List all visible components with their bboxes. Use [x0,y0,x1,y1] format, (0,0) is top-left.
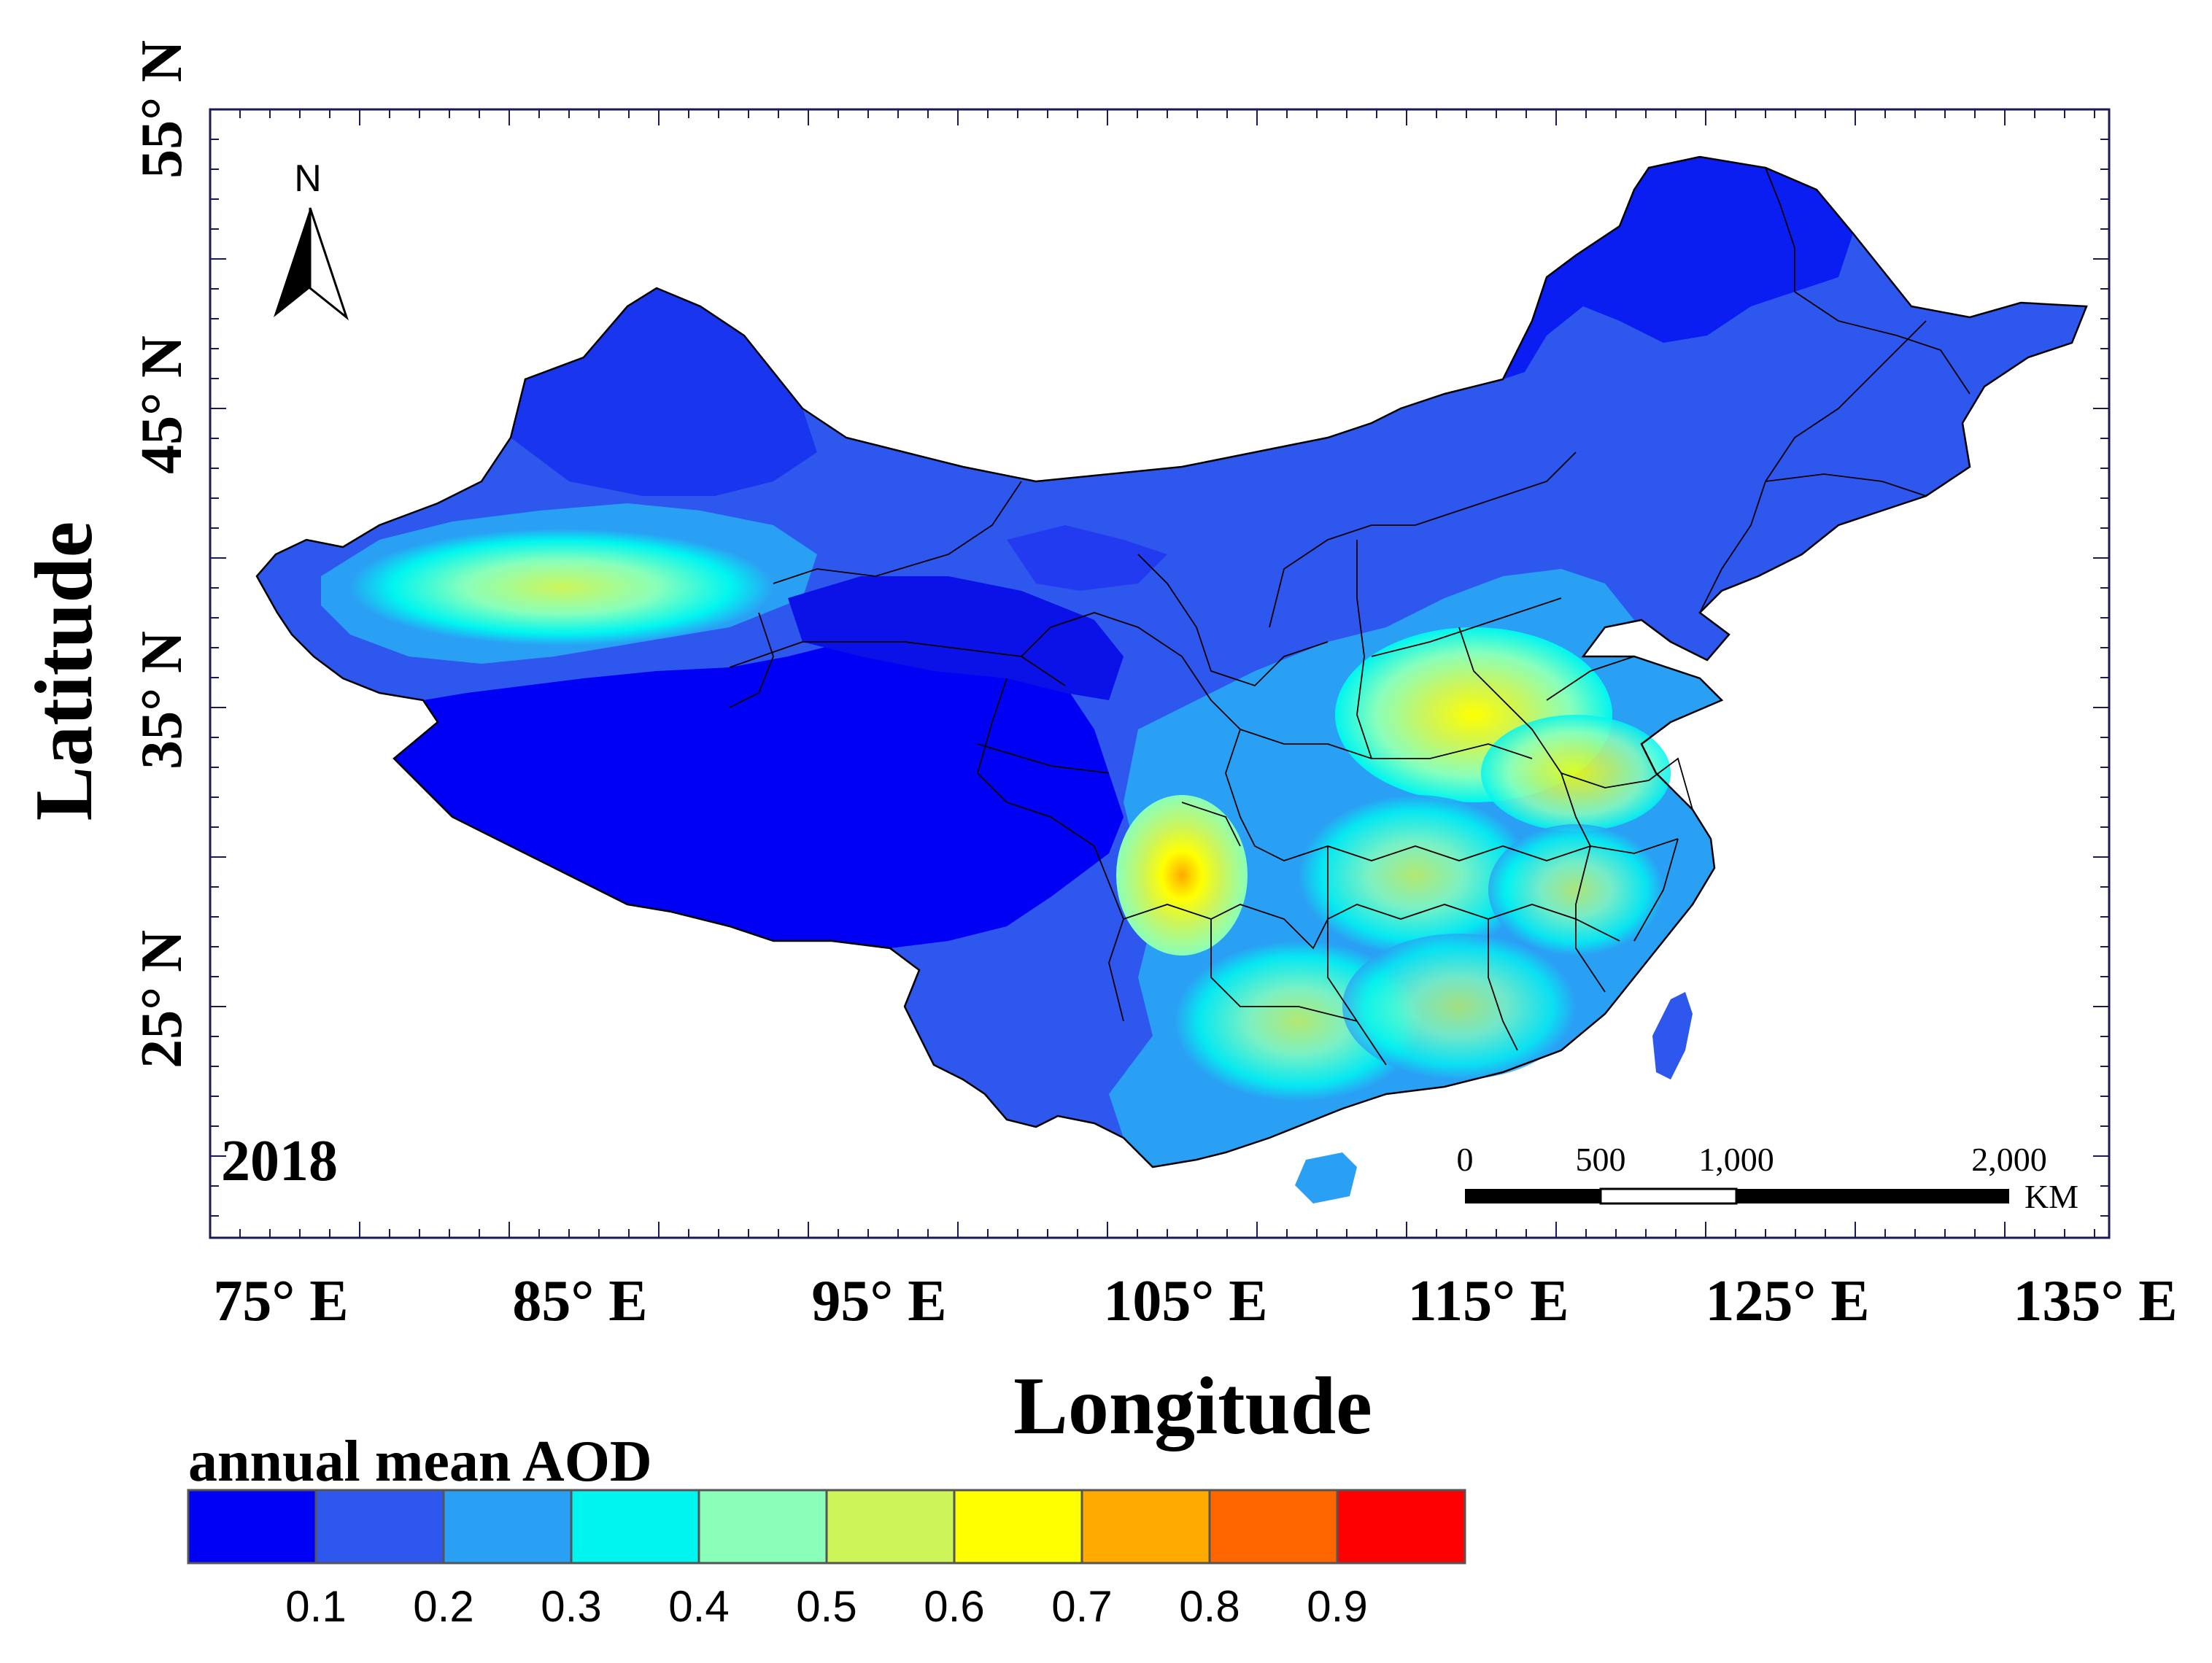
aod-legend: annual mean AOD 0.1 0.2 0.3 0.4 0.5 0.6 0.7 0.8… [187,1430,1466,1631]
scale-bar-segment-1 [1465,1189,1601,1203]
lon-tick-115: 115° E [1408,1269,1569,1333]
hainan-island [1295,1152,1357,1203]
legend-tick-label: 0.1 [285,1582,346,1631]
guangdong-aod [1342,934,1576,1079]
scale-unit: KM [2025,1178,2078,1215]
legend-swatch [697,1489,828,1565]
legend-swatch [1080,1489,1211,1565]
northeast-dark-region [1503,157,1853,379]
north-arrow-label: N [294,158,322,200]
legend-swatch [570,1489,700,1565]
legend-swatches [187,1489,1466,1565]
lat-tick-35: 35° N [130,631,194,770]
shandong-aod-high [1481,715,1671,832]
map-frame [209,108,2111,1239]
country-outline [255,155,2088,1168]
legend-tick-label: 0.3 [541,1582,601,1631]
y-axis-title: Latitude [19,522,109,821]
legend-tick-label: 0.8 [1179,1582,1240,1631]
lon-tick-125: 125° E [1705,1269,1869,1333]
x-axis-title: Longitude [1013,1361,1372,1451]
lon-tick-105: 105° E [1103,1269,1267,1333]
legend-swatch [1208,1489,1339,1565]
scale-label-0: 0 [1457,1141,1474,1178]
longitude-tick-labels: 75° E 85° E 95° E 105° E 115° E 125° E 1… [213,1269,2177,1333]
legend-swatch [1336,1489,1466,1565]
legend-swatch [825,1489,956,1565]
dzungaria-region [511,288,817,496]
legend-tick-label: 0.9 [1307,1582,1367,1631]
legend-tick-label: 0.4 [668,1582,729,1631]
legend-swatch [442,1489,573,1565]
lat-tick-55: 55° N [130,40,194,179]
lon-tick-95: 95° E [811,1269,946,1333]
tibetan-plateau-region [394,642,1124,948]
scale-label-2000: 2,000 [1971,1141,2047,1178]
tarim-aod-high [350,529,773,646]
scale-label-500: 500 [1576,1141,1626,1178]
lat-tick-45: 45° N [130,336,194,474]
lon-tick-85: 85° E [512,1269,647,1333]
north-arrow-right-half [309,207,349,321]
central-china-aod [1299,795,1532,955]
legend-tick-label: 0.6 [924,1582,984,1631]
frame-ticks [209,109,2109,1238]
scale-label-1000: 1,000 [1698,1141,1774,1178]
north-arrow-left-half [274,208,310,317]
sichuan-basin-aod-high [1116,795,1248,955]
lat-tick-25: 25° N [130,930,194,1069]
scale-bar: 0 500 1,000 2,000 KM [1457,1141,2079,1215]
lon-tick-135: 135° E [2013,1269,2177,1333]
legend-tick-label: 0.7 [1051,1582,1112,1631]
year-label: 2018 [221,1129,338,1193]
legend-swatch [953,1489,1083,1565]
legend-tick-label: 0.5 [796,1582,856,1631]
legend-title: annual mean AOD [188,1430,652,1494]
yunnan-region [948,897,1138,1127]
legend-swatch [187,1489,317,1565]
legend-tick-label: 0.2 [413,1582,473,1631]
legend-tick-labels: 0.1 0.2 0.3 0.4 0.5 0.6 0.7 0.8 0.9 [285,1582,1367,1631]
latitude-tick-labels: 55° N 45° N 35° N 25° N [130,40,194,1069]
legend-swatch [314,1489,445,1565]
north-arrow: N [274,158,349,321]
scale-bar-segment-3 [1736,1189,2009,1203]
lon-tick-75: 75° E [213,1269,348,1333]
scale-bar-segment-2 [1599,1187,1738,1205]
jiangnan-aod [1488,824,1663,955]
taiwan-island [1652,992,1693,1079]
inner-mongolia-dark-region [1007,525,1167,591]
province-boundaries [729,167,1971,1066]
